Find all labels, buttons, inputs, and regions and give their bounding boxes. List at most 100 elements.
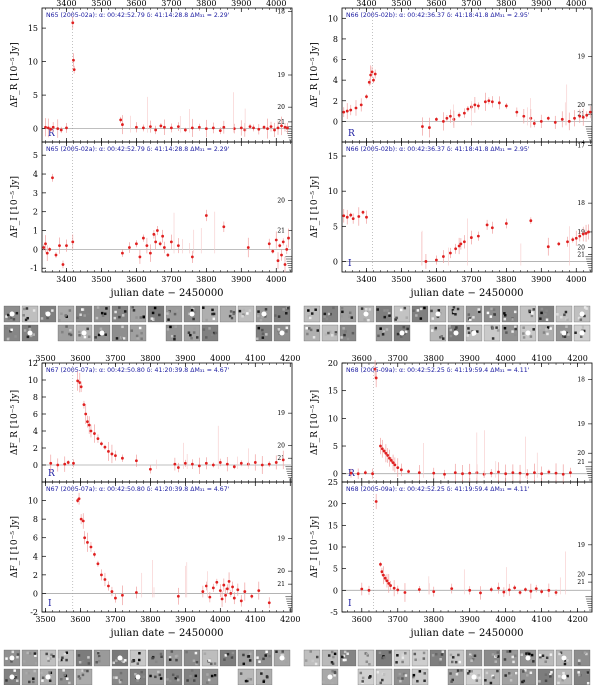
cutout-texture [491,326,494,330]
cutout-texture [531,312,534,315]
cutout-texture [77,654,81,657]
cutout-texture [561,678,564,682]
band-label: I [348,259,352,269]
data-point [89,429,93,433]
cutout-texture [189,333,192,337]
data-point [349,108,353,112]
cutout-texture [322,680,325,684]
panel-annotation: N66 (2005-02b): α: 00:42:36.37 δ: 41:18:… [346,146,530,153]
x-tick-label: 3700 [388,615,408,624]
cutout-texture [383,309,386,312]
cutout-texture [140,670,143,674]
cutout-texture [449,334,453,338]
x-tick-label: 3500 [91,275,111,284]
data-point [384,451,388,455]
data-point [243,590,247,593]
y-tick-label: -1 [30,264,38,273]
y-axis-label: ΔF_R [10⁻⁵ Jy] [10,42,20,107]
cutout-thumbnail [111,668,129,685]
cutout-texture [223,658,226,661]
x-tick-label: 4100 [245,354,265,363]
cutout-texture [530,653,534,657]
y-tick-label: 8 [33,393,38,402]
cutout-thumbnail [393,668,411,685]
cutout-texture [47,659,50,663]
band-label: R [48,129,55,139]
cutout-texture [176,678,180,682]
cutout-texture [229,310,233,313]
data-point [162,246,166,249]
y-tick-label: -5 [330,608,338,617]
data-point [103,445,107,449]
cutout-texture [508,650,512,653]
data-point [135,591,138,594]
data-point [554,471,558,475]
cutout-texture [83,661,86,664]
data-point [78,381,82,384]
data-point [476,104,480,108]
cutout-texture [449,672,452,675]
cutout-texture [343,333,346,337]
cutout-texture [122,337,126,340]
cutout-texture [160,655,163,659]
magnitude-label: 17 [577,143,585,150]
cutout-texture [68,332,71,336]
cutout-texture [579,326,582,329]
data-point [84,412,88,416]
data-point [236,588,240,592]
cutout-texture [401,656,405,659]
data-point [581,232,585,236]
data-point [345,215,349,219]
panel-annotation: N65 (2005-02a): α: 00:42:52.79 δ: 41:14:… [46,146,230,153]
cutout-texture [78,677,82,680]
y-tick-label: 5 [333,442,338,451]
cutout-texture [309,650,312,653]
data-point [66,461,70,464]
cutout-texture [96,306,100,309]
data-point [204,214,208,217]
cutout-texture [556,313,559,316]
cutout-source [363,311,369,317]
cutout-texture [331,662,335,666]
cutout-texture [331,681,334,685]
data-point [154,240,158,244]
data-point [485,223,489,227]
data-point [435,258,438,262]
data-point [211,586,215,590]
cutout-texture [104,333,107,336]
cutout-texture [560,330,563,334]
data-point [59,128,63,132]
cutout-texture [33,652,37,655]
cutout-texture [136,336,139,340]
cutout-texture [309,306,313,310]
cutout-texture [15,679,19,682]
data-point [183,461,187,465]
data-point [432,471,436,475]
cutout-thumbnail [129,324,147,342]
cutout-texture [346,652,349,656]
cutout-texture [48,671,51,674]
cutout-texture [205,318,208,322]
cutout-texture [460,669,463,672]
cutout-texture [34,662,38,665]
cutout-texture [311,659,315,663]
cutout-texture [186,679,189,682]
data-point [148,125,152,128]
data-point [450,587,454,590]
data-point [77,497,81,501]
cutout-texture [192,669,196,672]
cutout-texture [361,680,364,683]
x-tick-label: 3700 [105,615,125,624]
cutout-texture [138,326,142,330]
data-point [222,583,226,587]
cutout-texture [118,680,122,684]
cutout-texture [149,674,152,678]
cutout-texture [174,676,178,680]
cutout-texture [260,315,264,319]
data-point [96,562,100,566]
cutout-texture [286,306,290,310]
data-point [365,95,368,99]
cutout-texture [346,337,350,341]
data-point [365,215,368,219]
